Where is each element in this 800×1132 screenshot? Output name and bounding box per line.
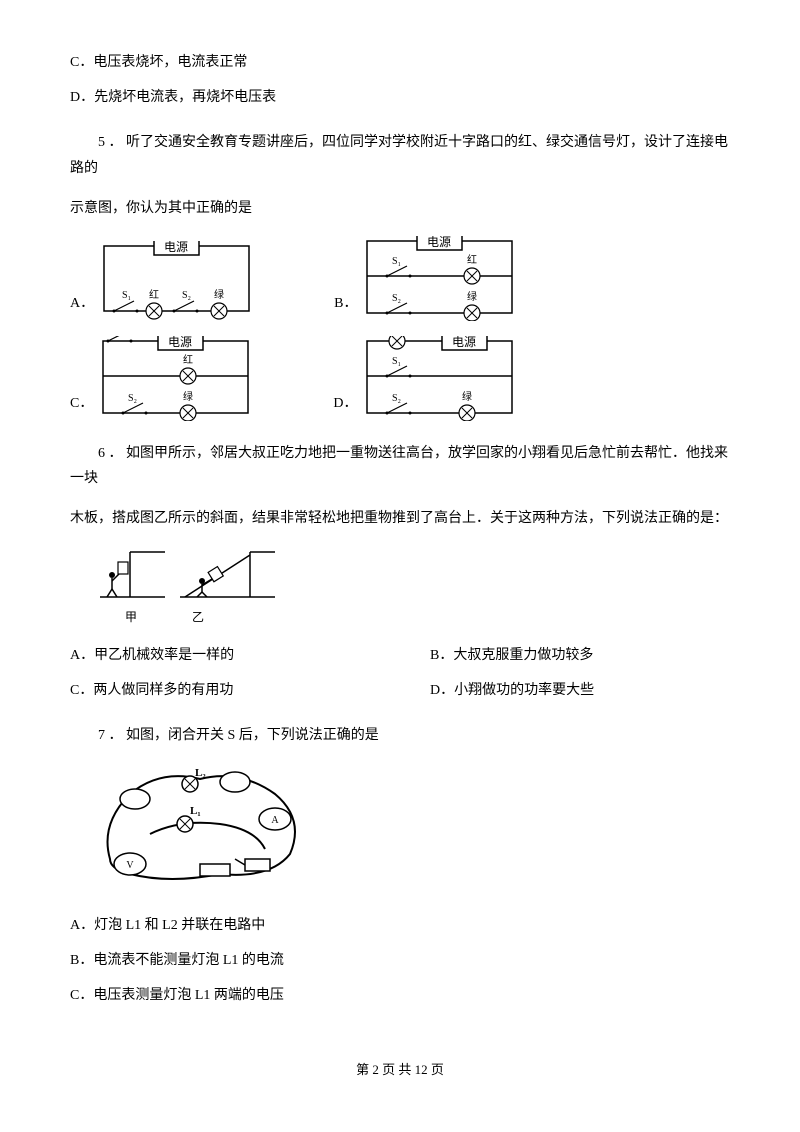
q7-option-b: B．电流表不能测量灯泡 L1 的电流 [70, 948, 730, 973]
q5-diagram-d: D． 电源 红 S₁ 绿 S₂ [333, 336, 517, 421]
footer-total: 12 [415, 1062, 428, 1077]
q6-line1: 如图甲所示，邻居大叔正吃力地把一重物送往高台，放学回家的小翔看见后急忙前去帮忙．… [70, 446, 728, 486]
q5-label-a: A． [70, 291, 94, 316]
circuit-b-icon: 电源 红 绿 S₁ S₂ [362, 236, 517, 321]
svg-text:红: 红 [149, 288, 159, 301]
q5-line1: 听了交通安全教育专题讲座后，四位同学对学校附近十字路口的红、绿交通信号灯，设计了… [70, 135, 728, 175]
svg-text:绿: 绿 [462, 390, 472, 403]
q6-caption-yi: 乙 [192, 607, 204, 629]
svg-text:红: 红 [467, 253, 477, 266]
svg-text:L₁: L₁ [190, 805, 201, 817]
q6-options-row1: A．甲乙机械效率是一样的 B．大叔克服重力做功较多 [70, 643, 730, 668]
footer-mid: 页 共 [379, 1062, 415, 1077]
footer-left: 第 [356, 1062, 372, 1077]
q6-yi-icon [180, 547, 275, 602]
svg-text:V: V [126, 860, 134, 871]
q5-label-c: C． [70, 391, 93, 416]
circuit-c-icon: 电源 S₁ 红 绿 S₂ [98, 336, 253, 421]
q5-diagram-c: C． 电源 S₁ 红 绿 S₂ [70, 336, 253, 421]
q5-diagram-b: B． 电源 红 绿 S₁ S₂ [334, 236, 517, 321]
q5-diagrams-row2: C． 电源 S₁ 红 绿 S₂ D． 电源 [70, 336, 730, 421]
svg-text:S₂: S₂ [392, 293, 401, 304]
svg-text:S₁: S₁ [392, 256, 401, 267]
q6-option-c: C．两人做同样多的有用功 [70, 678, 370, 703]
svg-text:绿: 绿 [467, 290, 477, 303]
q5-label-d: D． [333, 391, 357, 416]
q6-number: 6 ． [98, 446, 123, 461]
q7-number: 7 ． [98, 728, 123, 743]
q4-option-d: D．先烧坏电流表，再烧坏电压表 [70, 85, 730, 110]
q6-options-row2: C．两人做同样多的有用功 D．小翔做功的功率要大些 [70, 678, 730, 703]
svg-text:电源: 电源 [164, 241, 188, 254]
svg-text:L₂: L₂ [195, 767, 206, 779]
svg-text:电源: 电源 [427, 236, 451, 249]
q7-option-c: C．电压表测量灯泡 L1 两端的电压 [70, 983, 730, 1008]
q6-option-a: A．甲乙机械效率是一样的 [70, 643, 370, 668]
circuit-a-icon: 电源 红 绿 S₁ S₂ [99, 241, 254, 321]
q5-diagram-a: A． 电源 红 绿 S₁ S₂ [70, 241, 254, 321]
q4-option-c: C．电压表烧坏，电流表正常 [70, 50, 730, 75]
svg-text:S₁: S₁ [122, 290, 131, 301]
q5-number: 5 ． [98, 135, 123, 150]
svg-text:红: 红 [183, 353, 193, 366]
q6-option-d: D．小翔做功的功率要大些 [430, 678, 730, 703]
q6-jia-icon [100, 547, 165, 602]
q6-text: 6 ． 如图甲所示，邻居大叔正吃力地把一重物送往高台，放学回家的小翔看见后急忙前… [70, 441, 730, 491]
q7-circuit-icon: L₁ L₂ V A [90, 764, 310, 889]
q5-text: 5 ． 听了交通安全教育专题讲座后，四位同学对学校附近十字路口的红、绿交通信号灯… [70, 130, 730, 180]
circuit-d-icon: 电源 红 S₁ 绿 S₂ [362, 336, 517, 421]
svg-text:绿: 绿 [214, 288, 224, 301]
q5-line2: 示意图，你认为其中正确的是 [70, 196, 730, 221]
q7-text: 7 ． 如图，闭合开关 S 后，下列说法正确的是 [70, 723, 730, 748]
svg-text:绿: 绿 [183, 390, 193, 403]
q6-option-b: B．大叔克服重力做功较多 [430, 643, 730, 668]
svg-text:电源: 电源 [452, 336, 476, 349]
svg-text:S₂: S₂ [182, 290, 191, 301]
q5-diagrams-row1: A． 电源 红 绿 S₁ S₂ B． 电源 红 [70, 236, 730, 321]
svg-text:S₁: S₁ [392, 356, 401, 367]
page-footer: 第 2 页 共 12 页 [70, 1058, 730, 1081]
svg-text:S₂: S₂ [128, 393, 137, 404]
svg-text:电源: 电源 [168, 336, 192, 349]
q5-label-b: B． [334, 291, 357, 316]
svg-text:S₂: S₂ [392, 393, 401, 404]
svg-text:A: A [271, 815, 279, 826]
q6-caption-jia: 甲 [125, 607, 137, 629]
q6-line2: 木板，搭成图乙所示的斜面，结果非常轻松地把重物推到了高台上．关于这两种方法，下列… [70, 506, 730, 531]
q6-figure: 甲 乙 [70, 547, 730, 629]
q7-line: 如图，闭合开关 S 后，下列说法正确的是 [126, 728, 379, 743]
footer-right: 页 [428, 1062, 444, 1077]
q7-option-a: A．灯泡 L1 和 L2 并联在电路中 [70, 913, 730, 938]
q7-figure: L₁ L₂ V A [90, 764, 730, 898]
